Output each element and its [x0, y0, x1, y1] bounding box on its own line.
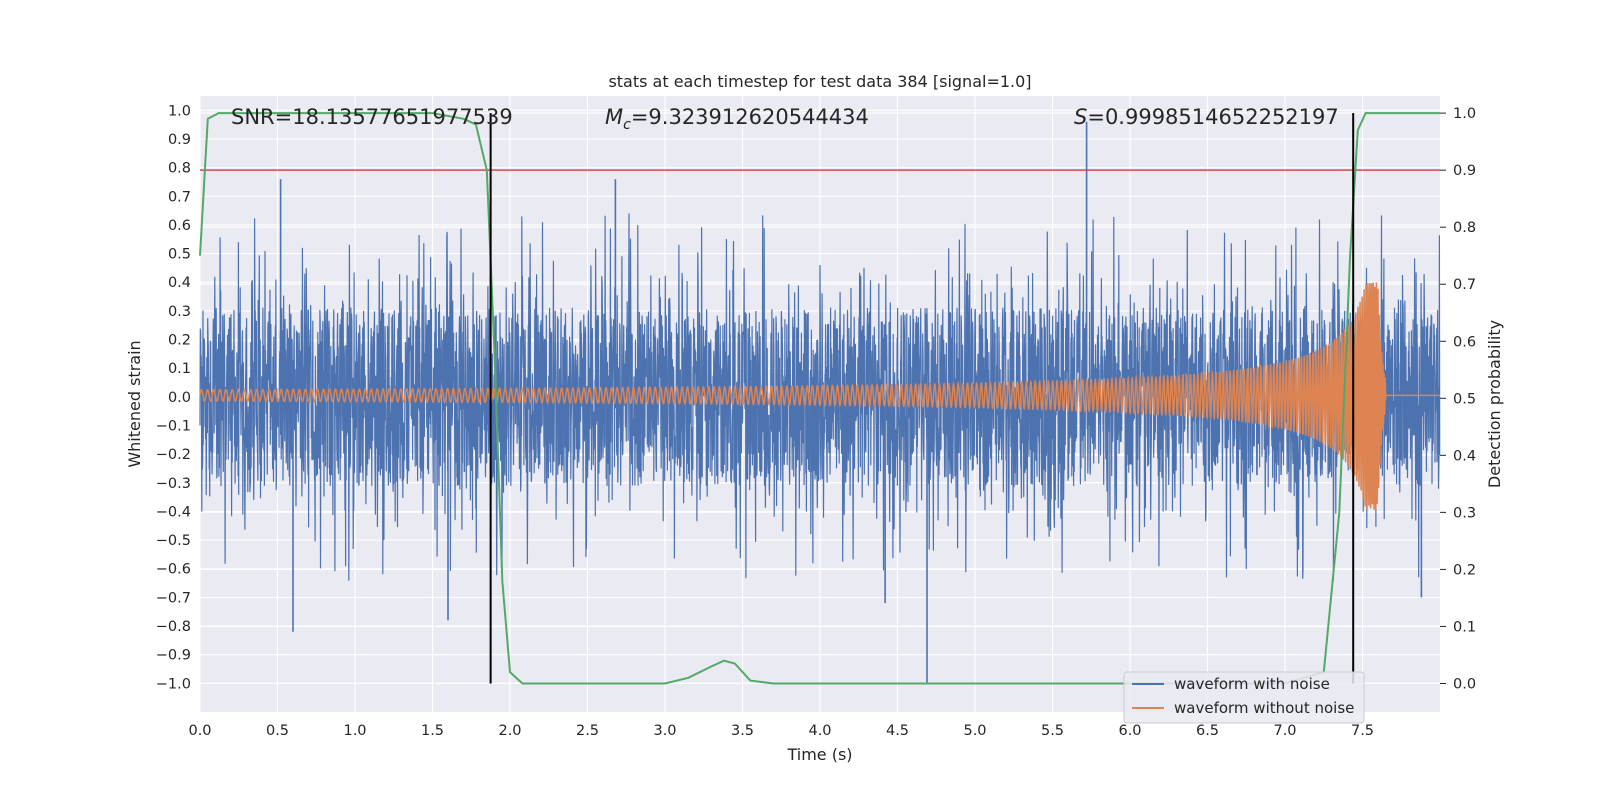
y2-tick-label: 0.2	[1453, 562, 1476, 578]
y-tick-label: −0.7	[156, 590, 191, 606]
chart-title: stats at each timestep for test data 384…	[608, 72, 1031, 91]
legend: waveform with noise waveform without noi…	[1123, 671, 1365, 724]
y2-tick-label: 0.3	[1453, 505, 1476, 521]
y2-tick-label: 1.0	[1453, 106, 1476, 122]
y-tick-label: −0.4	[156, 504, 191, 520]
y-tick-label: 0.6	[168, 218, 191, 234]
x-tick-label: 1.5	[421, 723, 444, 739]
detection-probability-line	[199, 112, 1440, 685]
y2-tick-label: 0.4	[1453, 448, 1476, 464]
overlays	[199, 112, 1440, 685]
y-tick-label: 0.1	[168, 361, 191, 377]
y-axis-label: Whitened strain	[125, 340, 144, 467]
x-tick-label: 6.5	[1196, 723, 1219, 739]
y-tick-label: −0.1	[156, 418, 191, 434]
x-tick-label: 3.5	[731, 723, 754, 739]
legend-label-noise: waveform with noise	[1174, 675, 1330, 693]
y-tick-label: −0.5	[156, 533, 191, 549]
clean-trace	[199, 282, 1440, 511]
legend-box	[1123, 671, 1365, 724]
noise-trace	[199, 213, 1441, 581]
x-axis-ticks: 0.0 0.5 1.0 1.5 2.0 2.5 3.0 3.5 4.0 4.5 5.0 5.5 6.0 6…	[188, 723, 1374, 739]
y2-tick-label: 0.1	[1453, 619, 1476, 635]
y-tick-label: −1.0	[156, 676, 191, 692]
mc-symbol: M	[605, 105, 623, 129]
annotation-s: S=0.9998514652252197	[1074, 105, 1339, 129]
x-tick-label: 2.5	[576, 723, 599, 739]
x-tick-label: 1.0	[343, 723, 366, 739]
x-tick-label: 0.0	[188, 723, 211, 739]
y-tick-label: 0.0	[168, 390, 191, 406]
y-tick-label: 0.3	[168, 304, 191, 320]
y2-axis-ticks: 1.0 0.9 0.8 0.7 0.6 0.5 0.4 0.3 0.2 0.1 0.0	[1440, 106, 1476, 692]
y2-tick-label: 0.0	[1453, 676, 1476, 692]
mc-value: =9.323912620544434	[631, 105, 869, 129]
x-tick-label: 7.0	[1273, 723, 1296, 739]
x-tick-label: 4.0	[808, 723, 831, 739]
y-tick-label: 0.9	[168, 132, 191, 148]
x-tick-label: 4.5	[886, 723, 909, 739]
mc-subscript: c	[623, 117, 631, 133]
y-tick-label: 0.8	[168, 161, 191, 177]
series-waveform-with-noise	[199, 121, 1441, 684]
y-tick-label: −0.9	[156, 648, 191, 664]
y2-tick-label: 0.8	[1453, 220, 1476, 236]
y2-axis-label: Detection probability	[1485, 320, 1504, 488]
x-axis-label: Time (s)	[786, 745, 852, 764]
annotation-snr: SNR=18.13577651977539	[231, 105, 513, 129]
series-waveform-without-noise	[199, 282, 1440, 511]
y-tick-label: 0.5	[168, 247, 191, 263]
y-tick-label: 0.4	[168, 275, 191, 291]
y2-tick-label: 0.7	[1453, 277, 1476, 293]
y2-tick-label: 0.6	[1453, 334, 1476, 350]
x-tick-label: 0.5	[266, 723, 289, 739]
x-tick-label: 7.5	[1351, 723, 1374, 739]
y-tick-label: −0.3	[156, 476, 191, 492]
y2-tick-label: 0.9	[1453, 163, 1476, 179]
x-tick-label: 5.0	[963, 723, 986, 739]
x-tick-label: 5.5	[1041, 723, 1064, 739]
y-tick-label: −0.6	[156, 562, 191, 578]
annotation-chirp-mass: Mc=9.323912620544434	[605, 105, 869, 133]
y-tick-label: 1.0	[168, 103, 191, 119]
y-axis-ticks: 1.0 0.9 0.8 0.7 0.6 0.5 0.4 0.3 0.2 0.1 0.0 −0.1 −0.…	[156, 103, 191, 692]
y-tick-label: −0.2	[156, 447, 191, 463]
y-tick-label: 0.7	[168, 189, 191, 205]
y-tick-label: 0.2	[168, 333, 191, 349]
legend-label-clean: waveform without noise	[1174, 699, 1354, 717]
noise-spikes	[279, 121, 1423, 684]
y2-tick-label: 0.5	[1453, 391, 1476, 407]
x-tick-label: 2.0	[498, 723, 521, 739]
s-value: =0.9998514652252197	[1087, 105, 1338, 129]
x-tick-label: 3.0	[653, 723, 676, 739]
x-tick-label: 6.0	[1118, 723, 1141, 739]
s-symbol: S	[1074, 105, 1087, 129]
y-tick-label: −0.8	[156, 619, 191, 635]
